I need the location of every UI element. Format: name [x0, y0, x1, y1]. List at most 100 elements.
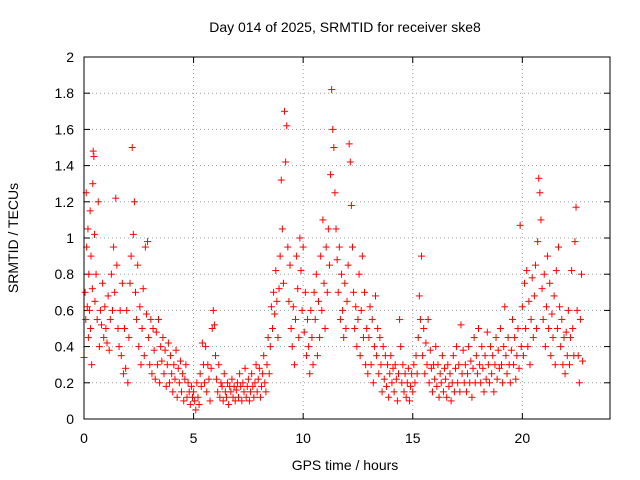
data-point [210, 321, 218, 329]
data-point [478, 343, 486, 351]
data-point [149, 325, 157, 332]
data-point [124, 379, 132, 387]
data-point [578, 270, 586, 278]
data-point [224, 379, 232, 387]
data-point [535, 174, 543, 182]
data-point [317, 252, 325, 260]
data-point [573, 306, 581, 314]
data-point [162, 382, 170, 390]
data-point [195, 401, 203, 409]
data-point [227, 388, 235, 396]
data-point [231, 397, 239, 405]
data-point [152, 328, 160, 336]
data-point [248, 370, 256, 378]
data-point [198, 339, 206, 347]
data-point [473, 370, 481, 378]
data-point [140, 352, 148, 360]
data-point [469, 364, 477, 372]
plot-frame [83, 56, 611, 420]
data-point [375, 370, 383, 378]
data-point [159, 334, 167, 342]
data-point [318, 306, 326, 314]
data-point [529, 334, 537, 342]
data-point [345, 140, 353, 148]
data-point [172, 346, 180, 354]
data-point [301, 288, 309, 296]
data-point [389, 364, 397, 372]
data-point [169, 388, 177, 396]
data-point [96, 306, 104, 314]
data-point [94, 198, 102, 206]
data-point [84, 225, 92, 233]
data-point [348, 243, 356, 251]
data-point [265, 370, 273, 378]
data-point [467, 357, 475, 365]
data-point [92, 270, 100, 278]
data-point [531, 261, 539, 269]
data-point [87, 325, 95, 332]
y-tick-label: 0.4 [55, 339, 75, 355]
data-point [468, 393, 476, 401]
data-point [175, 379, 183, 387]
data-point [472, 352, 480, 360]
data-point [427, 364, 435, 372]
data-point [413, 370, 421, 378]
data-point [516, 221, 524, 229]
data-point [504, 334, 512, 342]
data-point [220, 370, 228, 378]
data-point [526, 361, 534, 369]
data-point [456, 388, 464, 396]
data-point [327, 171, 335, 179]
data-point [125, 334, 133, 342]
data-point [242, 393, 250, 401]
data-point [569, 325, 577, 332]
data-point [347, 201, 355, 209]
data-point [514, 325, 522, 332]
data-point [156, 379, 164, 387]
data-point [365, 334, 373, 342]
data-point [306, 370, 314, 378]
data-point [278, 225, 286, 233]
data-point [395, 370, 403, 378]
data-point [204, 361, 212, 369]
data-point [309, 361, 317, 369]
data-point [350, 288, 358, 296]
data-point [453, 343, 461, 351]
data-point [239, 379, 247, 387]
data-point [434, 361, 442, 369]
data-point [374, 325, 382, 332]
data-point [336, 315, 344, 323]
data-point [405, 397, 413, 405]
data-point [391, 361, 399, 369]
data-point [283, 122, 291, 130]
data-point [315, 297, 323, 305]
data-point [320, 279, 328, 287]
data-point [273, 297, 281, 305]
data-point [379, 343, 387, 351]
data-point [567, 334, 575, 342]
data-point [170, 361, 178, 369]
y-tick-label: 1.4 [55, 158, 75, 174]
data-point [321, 325, 329, 332]
data-point [266, 343, 274, 351]
data-point [461, 361, 469, 369]
data-point [548, 310, 556, 318]
data-point [412, 352, 420, 360]
data-point [110, 243, 118, 251]
data-point [95, 343, 103, 351]
y-tick-label: 1.6 [55, 121, 75, 137]
data-point [285, 297, 293, 305]
data-point [390, 388, 398, 396]
data-point [396, 315, 404, 323]
x-axis-label: GPS time / hours [292, 457, 399, 473]
data-point [368, 315, 376, 323]
data-point [483, 328, 491, 336]
data-point [563, 352, 571, 360]
y-tick-label: 0 [66, 411, 74, 427]
data-point [397, 343, 405, 351]
data-point [84, 334, 92, 342]
data-point [428, 388, 436, 396]
data-point [539, 315, 547, 323]
data-point [421, 370, 429, 378]
